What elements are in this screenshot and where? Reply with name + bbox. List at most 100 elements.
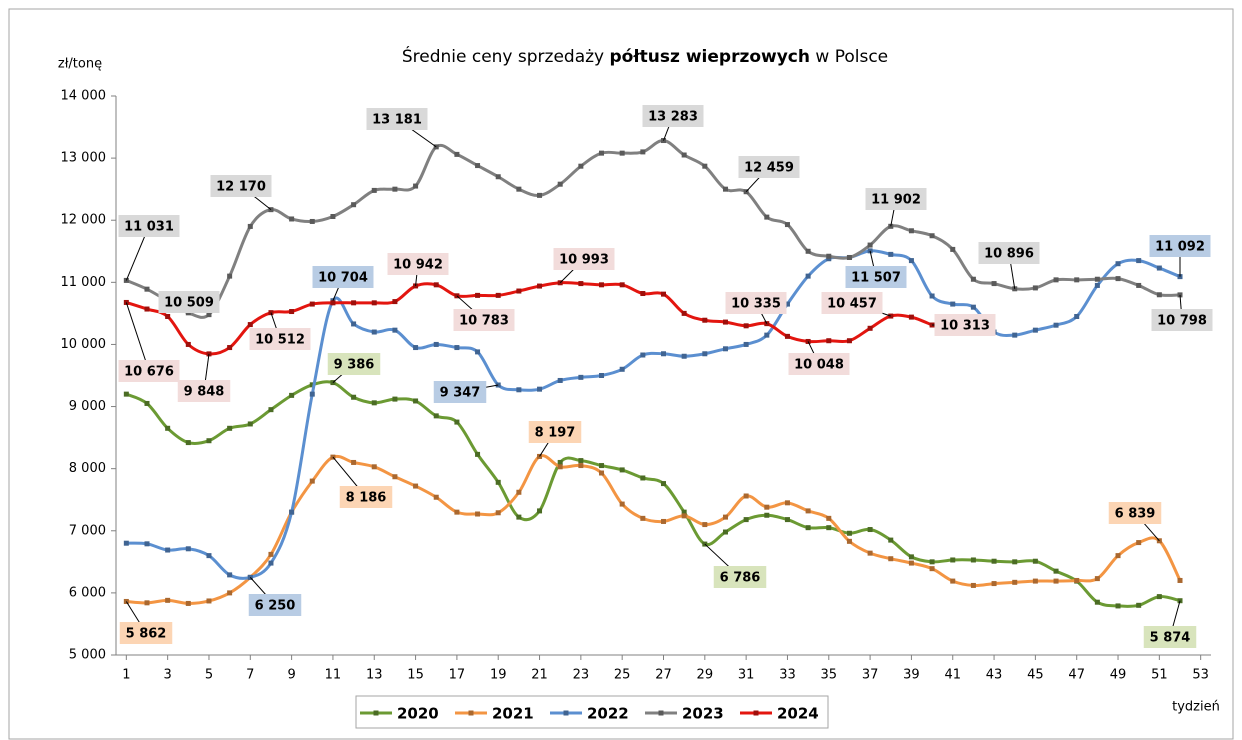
x-tick-label: 11: [325, 668, 342, 683]
point-marker: [516, 186, 522, 192]
point-marker: [578, 281, 584, 287]
legend-marker: [658, 710, 664, 716]
point-marker: [351, 459, 357, 465]
point-marker: [1032, 285, 1038, 291]
point-marker: [247, 223, 253, 229]
point-marker: [289, 392, 295, 398]
label-box: [725, 292, 787, 314]
point-marker: [495, 510, 501, 516]
point-marker: [165, 597, 171, 603]
point-marker: [413, 183, 419, 189]
legend-label: 2021: [492, 705, 534, 723]
point-marker: [123, 540, 129, 546]
point-marker: [185, 440, 191, 446]
point-marker: [1032, 578, 1038, 584]
point-marker: [516, 288, 522, 294]
point-marker: [599, 150, 605, 156]
point-marker: [1156, 594, 1162, 600]
data-label: 12 170: [216, 180, 266, 195]
point-marker: [206, 598, 212, 604]
point-marker: [805, 248, 811, 254]
x-tick-label: 17: [449, 668, 466, 683]
x-tick-label: 25: [614, 668, 631, 683]
point-marker: [557, 181, 563, 187]
data-label: 10 313: [940, 319, 990, 334]
point-marker: [826, 515, 832, 521]
x-tick-label: 47: [1068, 668, 1085, 683]
point-marker: [475, 292, 481, 298]
data-label: 6 786: [720, 571, 761, 586]
point-marker: [495, 479, 501, 485]
label-box: [1143, 626, 1197, 648]
point-marker: [289, 309, 295, 315]
point-marker: [950, 246, 956, 252]
y-axis-label: zł/tonę: [58, 57, 102, 72]
x-tick-label: 39: [903, 668, 920, 683]
point-marker: [537, 508, 543, 514]
data-label: 10 993: [559, 253, 609, 268]
point-marker: [1115, 276, 1121, 282]
label-box: [642, 105, 704, 127]
point-marker: [516, 387, 522, 393]
x-tick-label: 13: [366, 668, 383, 683]
point-marker: [454, 345, 460, 351]
point-marker: [681, 152, 687, 158]
legend-label: 2023: [682, 705, 724, 723]
point-marker: [619, 150, 625, 156]
x-tick-label: 53: [1192, 668, 1209, 683]
point-marker: [268, 551, 274, 557]
point-marker: [330, 300, 336, 306]
label-box: [312, 266, 374, 288]
point-marker: [433, 282, 439, 288]
x-tick-label: 9: [287, 668, 295, 683]
point-marker: [206, 553, 212, 559]
series-line: [125, 281, 933, 356]
point-marker: [144, 400, 150, 406]
point-marker: [619, 366, 625, 372]
point-marker: [516, 514, 522, 520]
point-marker: [475, 349, 481, 355]
point-marker: [908, 314, 914, 320]
point-marker: [371, 464, 377, 470]
point-marker: [970, 304, 976, 310]
chart-border: [8, 8, 1234, 740]
point-marker: [743, 493, 749, 499]
label-box: [210, 175, 272, 197]
point-marker: [661, 481, 666, 487]
legend-marker: [468, 710, 474, 716]
x-tick-label: 37: [862, 668, 879, 683]
point-marker: [392, 186, 398, 192]
point-marker: [826, 253, 832, 259]
title-part: Średnie ceny sprzedaży: [402, 45, 604, 67]
point-marker: [1094, 599, 1100, 605]
point-marker: [950, 301, 956, 307]
point-marker: [702, 351, 708, 357]
point-marker: [661, 518, 666, 524]
point-marker: [433, 341, 439, 347]
point-marker: [537, 283, 543, 289]
x-tick-label: 43: [986, 668, 1003, 683]
point-marker: [640, 291, 646, 297]
point-marker: [557, 464, 563, 470]
data-label: 10 942: [393, 258, 443, 273]
point-marker: [1012, 332, 1018, 338]
series-line: [125, 139, 1181, 319]
point-marker: [950, 578, 956, 584]
point-marker: [454, 151, 460, 157]
point-marker: [826, 525, 832, 531]
point-marker: [309, 391, 315, 397]
point-marker: [268, 560, 274, 566]
y-tick-label: 7 000: [69, 523, 106, 538]
series-line: [125, 380, 1181, 608]
point-marker: [309, 478, 315, 484]
point-marker: [1094, 282, 1100, 288]
point-marker: [908, 554, 914, 560]
point-marker: [185, 546, 191, 552]
legend-marker: [753, 710, 759, 716]
title-part: półtusz wieprzowych: [610, 47, 810, 67]
point-marker: [144, 541, 150, 547]
point-marker: [970, 582, 976, 588]
data-label: 10 798: [1157, 314, 1207, 329]
point-marker: [722, 529, 728, 535]
point-marker: [764, 504, 770, 510]
